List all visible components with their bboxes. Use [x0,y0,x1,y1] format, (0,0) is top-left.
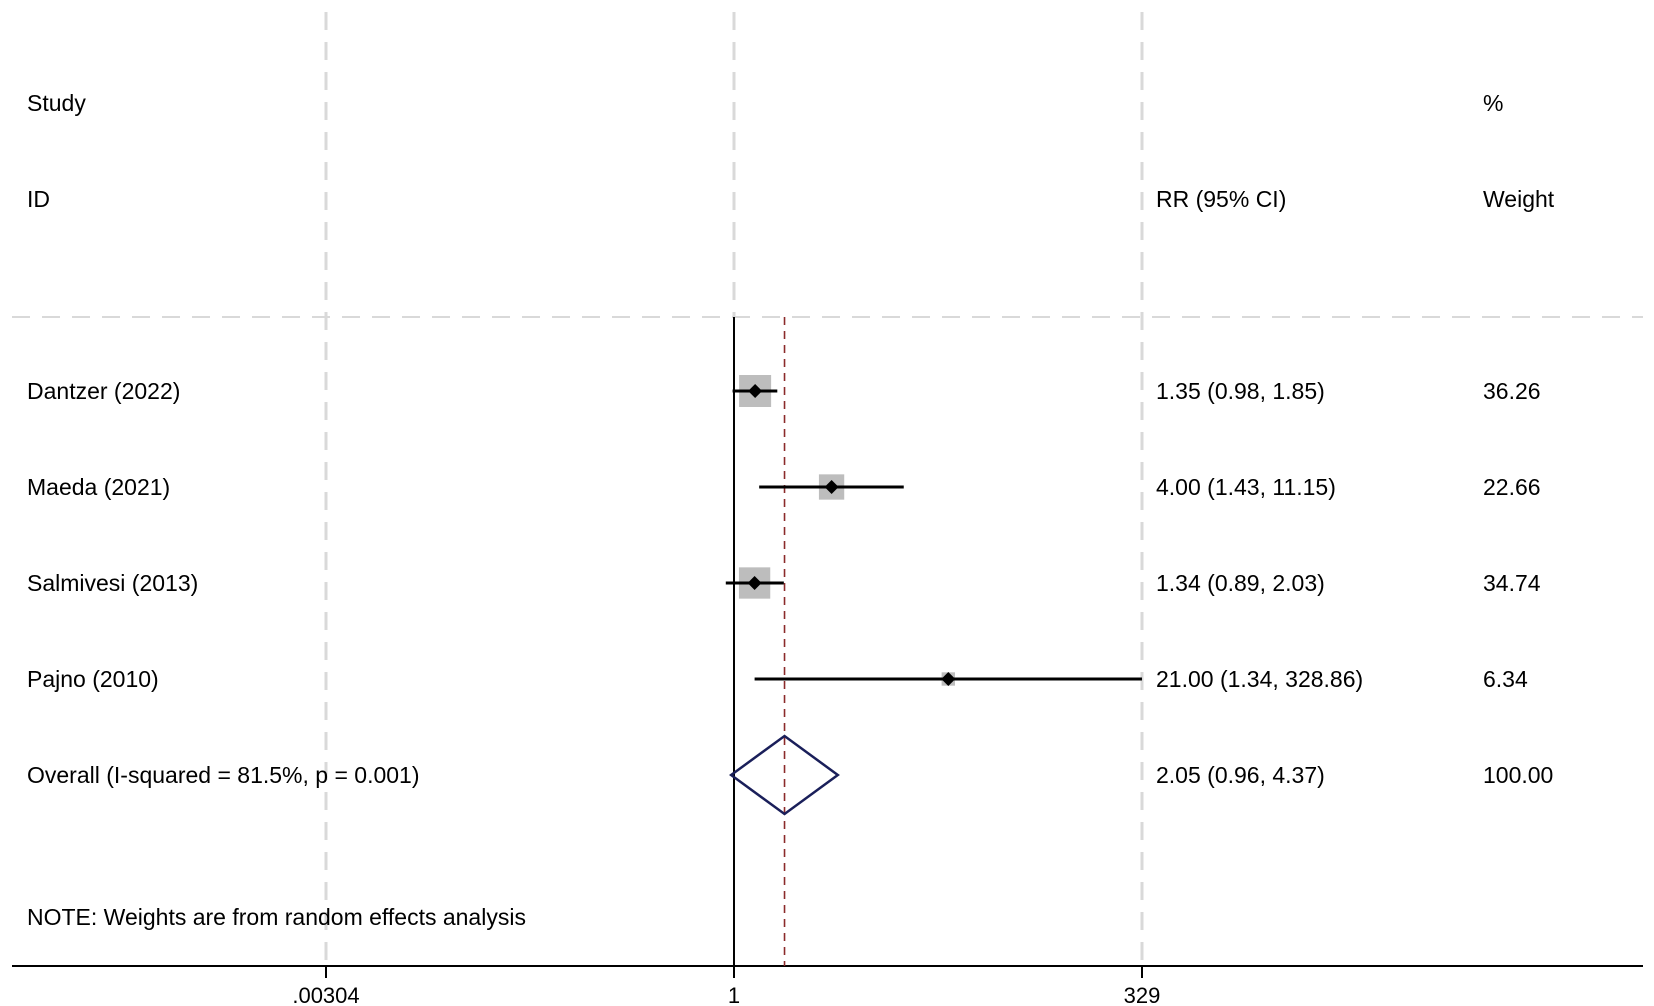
study-ci: 21.00 (1.34, 328.86) [1156,666,1363,692]
header-weight: Weight [1483,186,1555,212]
column-headers: Study ID RR (95% CI) % Weight [27,90,1555,212]
x-tick-label: 329 [1124,983,1161,1006]
x-tick-label: 1 [728,983,740,1006]
point-estimate [941,672,956,686]
study-ci: 4.00 (1.43, 11.15) [1156,474,1336,500]
overall-ci: 2.05 (0.96, 4.37) [1156,762,1325,788]
study-rows: Dantzer (2022) 1.35 (0.98, 1.85) 36.26 Maed… [27,378,1553,788]
header-weight-percent: % [1483,90,1503,116]
overall-weight: 100.00 [1483,762,1553,788]
footnote: NOTE: Weights are from random effects an… [27,904,526,930]
grid-lines [12,12,1643,966]
study-ci: 1.34 (0.89, 2.03) [1156,570,1325,596]
x-tick-label: .00304 [292,983,359,1006]
study-weight: 36.26 [1483,378,1541,404]
header-id: ID [27,186,50,212]
point-estimate [747,576,762,590]
study-weight: 6.34 [1483,666,1528,692]
study-name: Pajno (2010) [27,666,159,692]
overall-label: Overall (I-squared = 81.5%, p = 0.001) [27,762,420,788]
study-name: Maeda (2021) [27,474,170,500]
chart-marks [725,317,1142,966]
study-name: Salmivesi (2013) [27,570,198,596]
study-ci: 1.35 (0.98, 1.85) [1156,378,1325,404]
x-axis: .00304 1 329 [12,965,1643,1006]
header-effect: RR (95% CI) [1156,186,1286,212]
study-weight: 22.66 [1483,474,1541,500]
point-estimate [824,480,839,494]
overall-diamond [729,734,840,816]
header-study: Study [27,90,86,116]
study-weight: 34.74 [1483,570,1541,596]
study-name: Dantzer (2022) [27,378,180,404]
point-estimate [748,384,763,398]
